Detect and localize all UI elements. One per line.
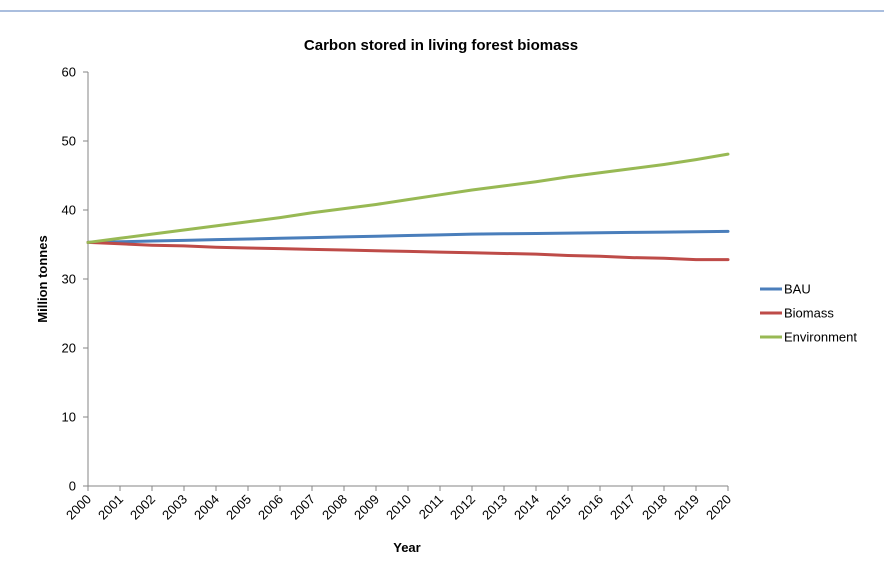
x-tick-label: 2015 [543,492,574,523]
legend-label: Biomass [784,306,834,321]
x-tick-label: 2010 [383,492,414,523]
x-tick-label: 2003 [159,492,190,523]
legend-label: Environment [784,330,857,345]
x-tick-label: 2001 [95,492,126,523]
x-tick-label: 2004 [191,492,222,523]
x-tick-label: 2005 [223,492,254,523]
y-tick-label: 60 [62,65,76,80]
x-tick-label: 2017 [607,492,638,523]
x-tick-label: 2018 [639,492,670,523]
x-axis: 2000 2001 2002 2003 2004 2005 2006 2007 2008 2009… [63,485,734,523]
y-axis: 0 10 20 30 40 50 60 [62,65,89,494]
y-tick-label: 30 [62,272,76,287]
x-tick-label: 2009 [351,492,382,523]
series-line-environment [86,152,730,244]
x-tick-label: 2012 [447,492,478,523]
y-axis-title: Million tonnes [35,235,50,322]
series-lines [86,152,730,262]
x-tick-label: 2020 [703,492,734,523]
series-line-bau [86,229,730,244]
y-tick-label: 0 [69,479,76,494]
y-tick-label: 50 [62,134,76,149]
x-tick-label: 2011 [416,492,446,522]
y-tick-label: 10 [62,410,76,425]
x-tick-label: 2016 [575,492,606,523]
x-tick-label: 2006 [255,492,286,523]
legend: BAU Biomass Environment [760,282,857,345]
y-tick-label: 20 [62,341,76,356]
series-line-biomass [86,240,730,262]
x-tick-label: 2013 [479,492,510,523]
x-axis-title: Year [393,540,420,555]
x-tick-label: 2008 [319,492,350,523]
x-tick-label: 2014 [511,492,542,523]
x-tick-label: 2019 [671,492,702,523]
chart-title: Carbon stored in living forest biomass [304,37,578,54]
legend-label: BAU [784,282,811,297]
x-tick-label: 2000 [63,492,94,523]
x-tick-label: 2007 [287,492,318,523]
x-tick-label: 2002 [127,492,158,523]
y-tick-label: 40 [62,203,76,218]
